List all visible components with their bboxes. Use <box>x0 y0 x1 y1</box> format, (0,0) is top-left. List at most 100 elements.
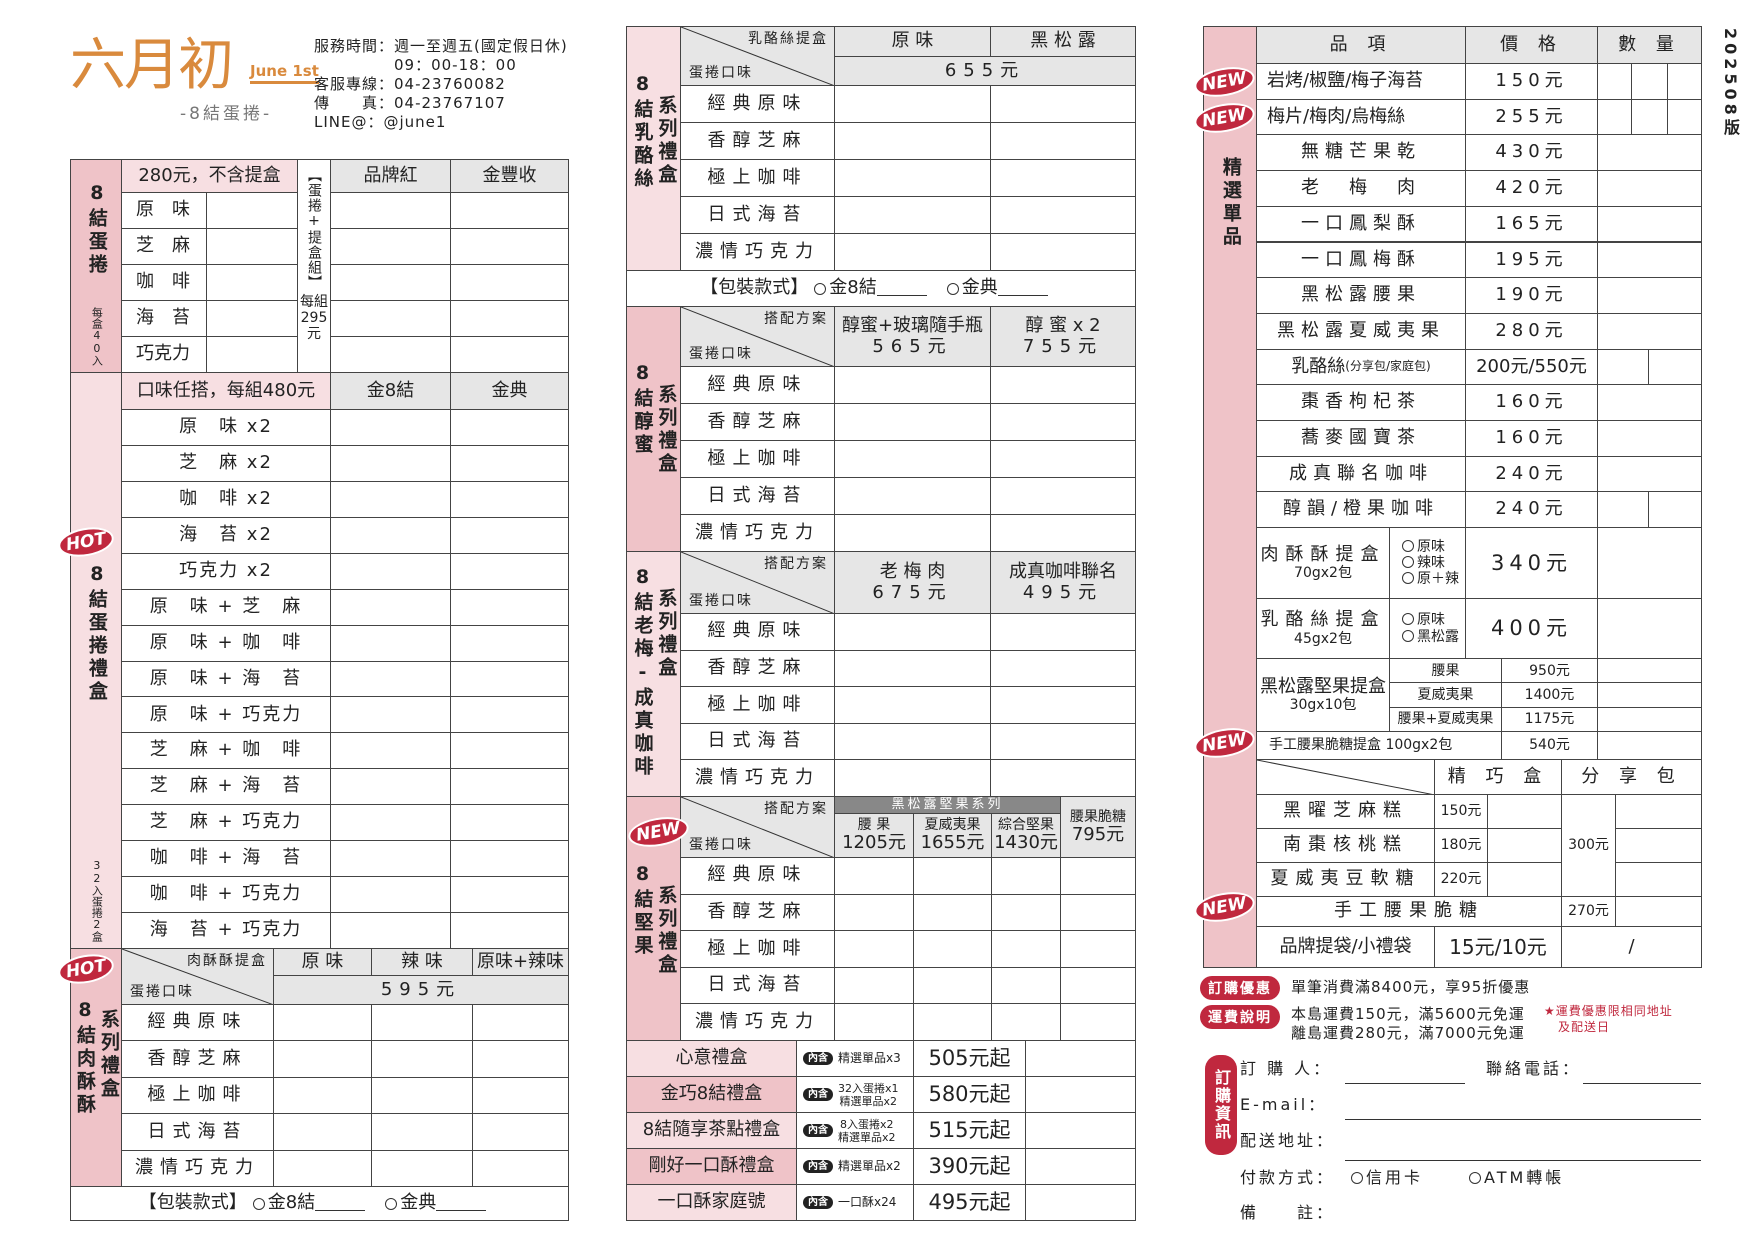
quantity-cell[interactable] <box>1025 1148 1136 1185</box>
quantity-cell[interactable] <box>990 366 1136 404</box>
quantity-cell[interactable] <box>834 403 991 441</box>
quantity-cell[interactable] <box>991 966 1061 1005</box>
quantity-cell[interactable] <box>1025 1184 1136 1221</box>
quantity-cell[interactable] <box>991 1003 1061 1041</box>
quantity-cell[interactable] <box>990 403 1136 441</box>
quantity-cell[interactable] <box>834 514 991 552</box>
email-field[interactable] <box>1345 1100 1701 1120</box>
quantity-cell[interactable] <box>450 840 569 878</box>
address-field[interactable] <box>1345 1141 1701 1161</box>
blank-line[interactable] <box>315 1197 366 1211</box>
payment-radio[interactable] <box>1351 1172 1363 1184</box>
quantity-cell[interactable] <box>330 228 451 265</box>
quantity-cell[interactable] <box>990 440 1136 478</box>
radio-gold-classic[interactable] <box>946 282 959 295</box>
quantity-cell[interactable] <box>1615 862 1702 897</box>
quantity-cell[interactable] <box>450 624 569 662</box>
quantity-cell[interactable] <box>1597 63 1632 100</box>
quantity-cell[interactable] <box>1648 491 1702 529</box>
quantity-cell[interactable] <box>450 480 569 518</box>
quantity-cell[interactable] <box>990 196 1136 234</box>
quantity-cell[interactable] <box>330 480 451 518</box>
quantity-cell[interactable] <box>330 516 451 554</box>
option-row[interactable]: 原味 <box>1396 539 1445 555</box>
quantity-cell[interactable] <box>991 857 1061 895</box>
quantity-cell[interactable] <box>472 1004 569 1042</box>
quantity-cell[interactable] <box>1597 706 1702 732</box>
quantity-cell[interactable] <box>206 264 298 301</box>
quantity-cell[interactable] <box>450 768 569 806</box>
blank-line[interactable] <box>876 282 927 296</box>
option-row[interactable]: 辣味 <box>1396 555 1445 571</box>
quantity-cell[interactable] <box>834 85 991 123</box>
quantity-cell[interactable] <box>913 966 992 1005</box>
quantity-cell[interactable] <box>330 444 451 482</box>
quantity-cell[interactable] <box>913 857 992 895</box>
quantity-cell[interactable] <box>1597 98 1632 136</box>
quantity-cell[interactable] <box>330 732 451 770</box>
quantity-cell[interactable] <box>1025 1040 1136 1077</box>
quantity-cell[interactable] <box>990 613 1136 651</box>
quantity-cell[interactable] <box>330 300 451 337</box>
quantity-cell[interactable] <box>834 966 914 1005</box>
radio-gold8[interactable] <box>252 1197 265 1210</box>
blank-line[interactable] <box>997 282 1048 296</box>
quantity-cell[interactable] <box>450 696 569 734</box>
quantity-cell[interactable] <box>1631 98 1668 136</box>
quantity-cell[interactable] <box>834 477 991 515</box>
quantity-cell[interactable] <box>273 1149 372 1187</box>
quantity-cell[interactable] <box>450 336 569 373</box>
quantity-cell[interactable] <box>834 686 991 724</box>
quantity-cell[interactable] <box>450 444 569 482</box>
quantity-cell[interactable] <box>913 1003 992 1041</box>
quantity-cell[interactable] <box>1597 384 1702 421</box>
quantity-cell[interactable] <box>990 649 1136 688</box>
quantity-cell[interactable] <box>1667 63 1702 100</box>
quantity-cell[interactable] <box>330 552 451 590</box>
quantity-cell[interactable] <box>450 409 569 446</box>
quantity-cell[interactable] <box>834 1003 914 1041</box>
quantity-cell[interactable] <box>1597 731 1702 760</box>
quantity-cell[interactable] <box>1597 527 1702 599</box>
quantity-cell[interactable] <box>330 409 451 446</box>
quantity-cell[interactable] <box>990 233 1136 271</box>
quantity-cell[interactable] <box>371 1076 473 1115</box>
quantity-cell[interactable] <box>206 192 298 229</box>
quantity-cell[interactable] <box>1025 1076 1136 1113</box>
quantity-cell[interactable] <box>371 1113 473 1151</box>
quantity-cell[interactable] <box>472 1149 569 1187</box>
quantity-cell[interactable] <box>1060 930 1136 968</box>
radio-button[interactable] <box>1402 555 1414 568</box>
quantity-cell[interactable] <box>330 624 451 662</box>
quantity-cell[interactable] <box>990 477 1136 515</box>
quantity-cell[interactable] <box>1487 794 1562 829</box>
quantity-cell[interactable] <box>1597 205 1702 243</box>
quantity-cell[interactable] <box>330 768 451 806</box>
quantity-cell[interactable] <box>834 722 991 761</box>
phone-field[interactable] <box>1583 1064 1701 1084</box>
orderer-name-field[interactable] <box>1345 1064 1465 1084</box>
blank-line[interactable] <box>436 1197 487 1211</box>
quantity-cell[interactable] <box>330 192 451 229</box>
quantity-cell[interactable] <box>330 588 451 626</box>
quantity-cell[interactable] <box>990 722 1136 761</box>
quantity-cell[interactable] <box>472 1040 569 1078</box>
quantity-cell[interactable] <box>990 686 1136 724</box>
quantity-cell[interactable] <box>371 1149 473 1187</box>
quantity-cell[interactable] <box>330 912 451 949</box>
quantity-cell[interactable] <box>1597 312 1702 350</box>
quantity-cell[interactable] <box>1615 896 1702 927</box>
quantity-cell[interactable] <box>273 1004 372 1042</box>
quantity-cell[interactable] <box>330 840 451 878</box>
quantity-cell[interactable] <box>450 804 569 842</box>
quantity-cell[interactable] <box>991 893 1061 932</box>
payment-radio[interactable] <box>1469 1172 1482 1184</box>
quantity-cell[interactable] <box>1597 658 1702 684</box>
quantity-cell[interactable] <box>450 516 569 554</box>
quantity-cell[interactable] <box>834 122 991 160</box>
quantity-cell[interactable] <box>1615 828 1702 863</box>
quantity-cell[interactable] <box>206 336 298 373</box>
quantity-cell[interactable] <box>1597 348 1649 386</box>
quantity-cell[interactable] <box>371 1040 473 1078</box>
quantity-cell[interactable] <box>834 649 991 688</box>
